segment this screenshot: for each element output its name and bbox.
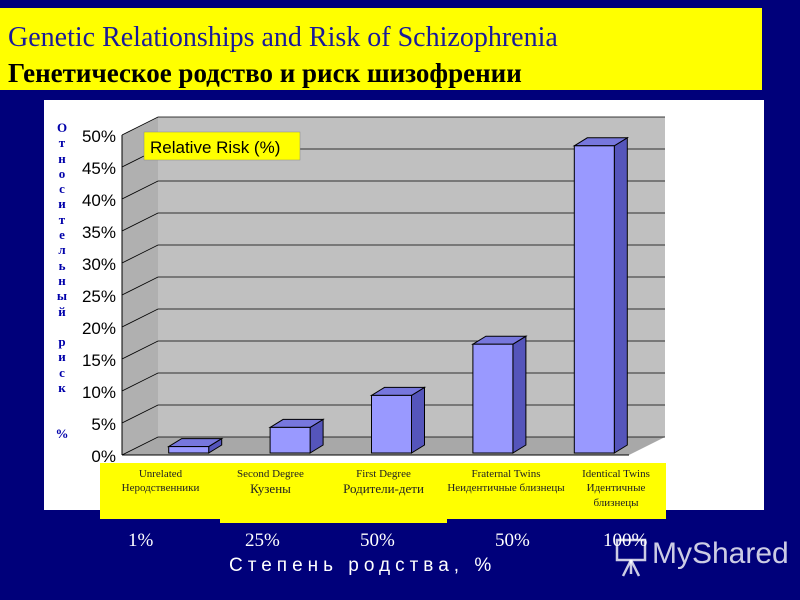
chart-title: Relative Risk (%)	[150, 138, 280, 157]
y-label-char: т	[58, 135, 66, 151]
gridline	[121, 116, 665, 136]
title-banner: Genetic Relationships and Risk of Schizo…	[0, 8, 762, 90]
title-russian: Генетическое родство и риск шизофрении	[8, 58, 522, 88]
y-label-char: л	[58, 242, 66, 258]
gridline	[121, 276, 665, 296]
y-label-char: с	[59, 181, 65, 197]
bar-front	[573, 145, 615, 454]
bar-chart: 0% 5% 10% 15% 20% 25% 30% 35% 40% 45% 50% Relative …	[82, 116, 665, 466]
category-label: Identical Twins Идентичные близнецы	[566, 463, 666, 519]
y-label-char	[55, 395, 69, 410]
chart-title-box	[143, 131, 301, 161]
y-label-char: и	[58, 196, 66, 212]
y-label-char	[55, 411, 69, 426]
y-tick-label: 15%	[82, 351, 116, 370]
category-label: Second Degree Кузены	[220, 463, 321, 523]
x-axis-label: Степень родства, %	[229, 555, 497, 576]
bar-front	[269, 426, 311, 454]
y-label-char: ь	[58, 257, 66, 273]
degree-label: 1%	[128, 530, 154, 551]
gridline	[121, 180, 665, 200]
y-tick-label: 45%	[82, 159, 116, 178]
y-tick-label: 5%	[91, 415, 116, 434]
degree-label: 50%	[495, 530, 530, 551]
y-label-char: й	[58, 303, 66, 319]
bar	[268, 418, 325, 454]
gridline	[121, 308, 665, 328]
y-label-char: о	[58, 165, 66, 181]
category-label: First Degree Родители-дети	[320, 463, 447, 523]
title-english: Genetic Relationships and Risk of Schizo…	[8, 22, 558, 53]
category-label-ru: Неродственники	[121, 482, 200, 494]
category-label-en: Identical Twins	[582, 468, 650, 480]
bar-front	[371, 394, 412, 454]
category-label: Unrelated Неродственники	[100, 463, 221, 519]
category-label-en: Unrelated	[138, 468, 183, 480]
category-label-ru: Неидентичные близнецы	[447, 482, 565, 494]
bar-side	[512, 335, 527, 454]
y-tick-label: 10%	[82, 383, 116, 402]
y-label-char: О	[56, 120, 68, 135]
y-label-char: т	[58, 211, 66, 227]
chart-panel: 0% 5% 10% 15% 20% 25% 30% 35% 40% 45% 50% Relative …	[44, 100, 764, 510]
bar	[572, 136, 630, 454]
bar-side	[613, 136, 628, 454]
category-label-ru: Идентичные близнецы	[586, 482, 646, 509]
y-tick-label: 50%	[82, 127, 116, 146]
degree-label: 25%	[245, 530, 280, 551]
bar-front	[472, 343, 514, 454]
y-label-char: %	[55, 425, 69, 441]
category-label-ru: Кузены	[250, 481, 291, 496]
watermark-text: MyShared	[652, 537, 789, 570]
y-label-char: и	[58, 349, 66, 365]
y-label-char: е	[59, 227, 65, 243]
degree-label: 50%	[360, 530, 395, 551]
bar	[471, 335, 528, 454]
y-label-char: н	[58, 272, 66, 288]
bar-front	[168, 446, 210, 454]
y-tick-label: 40%	[82, 191, 116, 210]
bar-side	[411, 386, 425, 454]
y-tick-label: 20%	[82, 319, 116, 338]
bar	[369, 386, 427, 454]
y-label-char: к	[58, 380, 66, 396]
category-label-en: Fraternal Twins	[471, 468, 541, 480]
watermark-logo: MyShared	[614, 536, 800, 580]
category-label: Fraternal Twins Неидентичные близнецы	[446, 463, 566, 519]
y-label-char: ы	[56, 288, 68, 304]
y-tick-label: 0%	[91, 447, 116, 466]
y-label-char: с	[59, 364, 65, 380]
category-label-en: Second Degree	[237, 468, 304, 480]
y-label-char: н	[58, 150, 66, 166]
category-label-en: First Degree	[356, 468, 411, 480]
category-label-ru: Родители-дети	[343, 481, 424, 496]
y-tick-label: 35%	[82, 223, 116, 242]
y-tick-label: 25%	[82, 287, 116, 306]
gridline	[121, 212, 665, 232]
y-label-char	[55, 319, 69, 334]
y-tick-label: 30%	[82, 255, 116, 274]
y-label-char: р	[58, 334, 66, 350]
presentation-icon	[615, 538, 647, 577]
gridline	[121, 244, 665, 264]
bar	[166, 437, 224, 454]
